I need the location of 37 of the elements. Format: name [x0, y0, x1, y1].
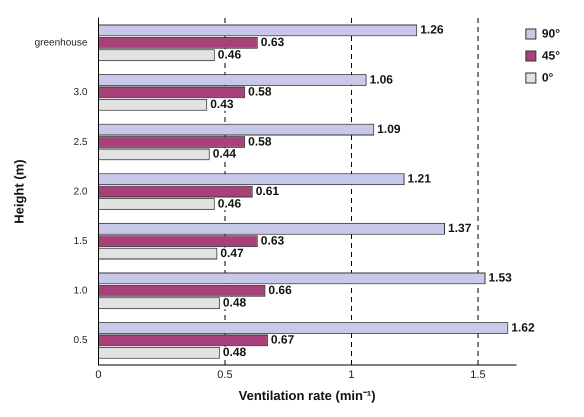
data-label: 0.58 — [248, 84, 272, 99]
data-label: 0.43 — [210, 97, 234, 112]
data-label: 0.46 — [218, 48, 242, 62]
data-label: 0.66 — [268, 283, 292, 298]
legend-label: 0° — [542, 70, 554, 84]
data-label: 0.67 — [270, 332, 295, 347]
data-label: 1.09 — [377, 122, 401, 136]
x-tick-label: 1.5 — [470, 368, 486, 381]
data-label: 1.26 — [420, 22, 444, 37]
data-label: 0.61 — [256, 184, 280, 198]
y-tick-label: 1.0 — [74, 286, 88, 297]
data-label: 1.62 — [511, 320, 535, 334]
data-label: 0.63 — [260, 234, 284, 248]
data-label: 1.06 — [370, 72, 394, 86]
y-tick-label: 2.0 — [74, 186, 88, 198]
y-tick-label: 3.0 — [74, 87, 88, 98]
y-tick-label: 2.5 — [74, 136, 88, 148]
data-label: 0.48 — [222, 296, 247, 310]
data-label: 1.53 — [488, 270, 512, 285]
x-tick-label: 1 — [348, 368, 354, 381]
data-label: 0.48 — [222, 345, 247, 360]
data-label: 0.47 — [220, 246, 244, 260]
data-label: 0.44 — [212, 146, 236, 161]
y-axis-title: Height (m) — [11, 159, 26, 224]
x-axis-title: Ventilation rate (min⁻¹) — [238, 388, 376, 403]
y-tick-label: greenhouse — [34, 38, 88, 49]
data-label: 1.37 — [448, 221, 472, 236]
legend-label: 90° — [542, 26, 560, 40]
data-label: 0.58 — [248, 134, 272, 148]
y-tick-label: 0.5 — [74, 335, 88, 346]
y-tick-label: 1.5 — [74, 236, 88, 247]
data-label: 0.63 — [260, 35, 284, 50]
x-tick-label: 0.5 — [217, 368, 233, 381]
data-label: 1.21 — [408, 172, 432, 186]
x-tick-label: 0 — [95, 368, 102, 381]
legend-label: 45° — [542, 48, 560, 62]
data-label: 0.46 — [218, 196, 242, 210]
